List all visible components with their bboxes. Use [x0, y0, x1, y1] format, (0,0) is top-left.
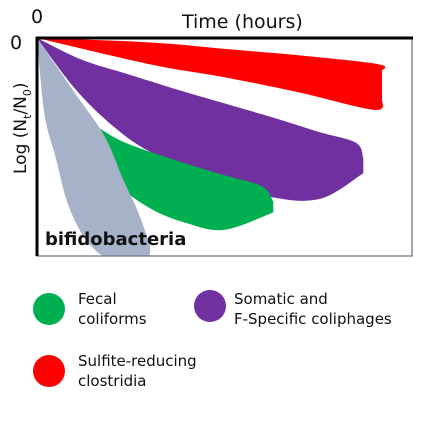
legend: Fecal coliforms Somatic and F-Specific coli… — [33, 290, 392, 390]
bifidobacteria-label: bifidobacteria — [45, 229, 186, 250]
legend-swatch-1 — [194, 290, 226, 322]
y-origin-label: 0 — [10, 32, 22, 54]
plot-areas — [37, 38, 386, 256]
legend-swatch-2 — [33, 355, 65, 387]
y-axis-subscript-0: 0 — [21, 89, 34, 96]
x-axis-title: Time (hours) — [181, 11, 303, 33]
legend-label-2-line-0: Sulfite-reducing — [78, 352, 197, 370]
y-axis-close-paren: ) — [11, 82, 31, 89]
series-area-2 — [37, 38, 274, 231]
series-area-0 — [37, 38, 386, 110]
legend-label-0-line-1: coliforms — [78, 310, 147, 328]
series-area-1 — [37, 38, 364, 201]
legend-label-0-line-0: Fecal — [78, 290, 117, 308]
x-origin-label: 0 — [31, 6, 43, 28]
legend-swatch-0 — [33, 293, 65, 325]
y-axis-slash: /N — [11, 96, 31, 114]
legend-label-1-line-1: F-Specific coliphages — [234, 310, 392, 328]
series-area-3 — [37, 38, 151, 256]
legend-label-2-line-1: clostridia — [78, 372, 147, 390]
y-axis-subscript-t: t — [21, 114, 34, 119]
legend-label-1-line-0: Somatic and — [234, 290, 328, 308]
y-axis-title: Log (Nt/N0) — [11, 82, 34, 174]
